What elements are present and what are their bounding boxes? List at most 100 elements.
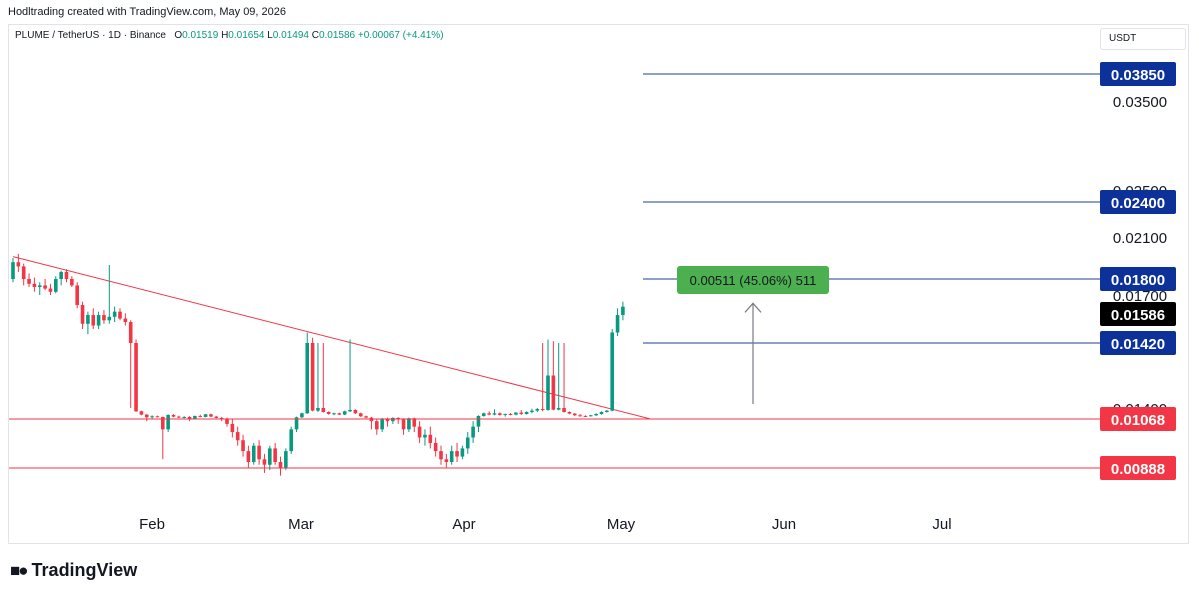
candle <box>75 285 79 305</box>
candle <box>546 375 550 410</box>
candle <box>337 413 342 415</box>
candle <box>209 414 213 417</box>
close-value: 0.01586 <box>318 30 356 41</box>
candle <box>203 414 208 417</box>
candle <box>59 272 63 279</box>
candle <box>396 417 400 419</box>
current-price-label: 0.01586 <box>1111 307 1165 324</box>
symbol-name[interactable]: PLUME / TetherUS · 1D · Binance <box>15 30 166 41</box>
y-tick-label: 0.03500 <box>1113 94 1167 111</box>
candle <box>540 408 545 410</box>
price-level-label: 0.01800 <box>1111 272 1165 289</box>
candle <box>551 375 556 410</box>
candle <box>246 451 251 463</box>
candle <box>482 413 486 416</box>
change-value: +0.00067 (+4.41%) <box>357 30 444 41</box>
brand-name: TradingView <box>31 560 138 580</box>
candle <box>583 415 588 417</box>
candle <box>519 412 524 414</box>
candle <box>610 332 614 411</box>
candle <box>187 416 192 419</box>
candle <box>268 448 272 465</box>
candle <box>171 414 176 417</box>
candle <box>621 306 625 316</box>
candle <box>70 279 74 286</box>
chart-frame <box>8 24 1189 544</box>
measure-arrow-head <box>744 302 762 313</box>
price-level-tag <box>1100 62 1176 86</box>
candle <box>465 437 470 449</box>
price-level-label: 0.01068 <box>1111 412 1165 429</box>
price-level-tag <box>1100 267 1176 291</box>
candle <box>107 316 112 321</box>
candle <box>235 432 240 441</box>
candle <box>572 413 577 416</box>
candle <box>321 408 326 412</box>
candle <box>278 462 283 468</box>
candle <box>326 411 331 414</box>
price-level-tag <box>1100 190 1176 214</box>
candle <box>80 305 85 324</box>
candle <box>358 413 363 417</box>
candle <box>401 418 406 430</box>
candle <box>166 414 170 430</box>
candle <box>535 408 540 411</box>
candle <box>412 418 417 427</box>
candle <box>43 285 47 289</box>
candle <box>284 451 288 468</box>
x-tick-label: Feb <box>139 516 165 533</box>
candle <box>498 413 502 415</box>
candle <box>310 343 315 411</box>
candle <box>150 416 154 418</box>
candle <box>273 448 277 463</box>
candle <box>391 417 395 422</box>
tradingview-logo-icon: ■● <box>10 560 28 580</box>
candle <box>599 411 604 414</box>
candle <box>353 409 358 414</box>
candle <box>380 418 384 430</box>
candle <box>64 272 69 279</box>
currency-button[interactable]: USDT <box>1100 28 1186 50</box>
candle <box>182 416 186 418</box>
price-level-tag <box>1100 331 1176 355</box>
price-level-tag <box>1100 407 1176 431</box>
candle <box>193 415 197 419</box>
candle <box>316 408 320 411</box>
x-tick-label: Jun <box>772 516 796 533</box>
candle <box>578 415 582 417</box>
candle <box>177 416 181 418</box>
candle <box>455 451 459 457</box>
high-value: 0.01654 <box>228 30 265 41</box>
candle <box>155 416 160 418</box>
candle <box>417 426 422 438</box>
candle <box>128 322 133 343</box>
candle <box>123 318 128 323</box>
x-tick-label: Jul <box>932 516 951 533</box>
candle <box>134 343 138 412</box>
trendline <box>12 256 650 420</box>
candle <box>407 418 411 430</box>
candle <box>96 315 101 326</box>
candle <box>300 413 304 418</box>
measure-label: 0.00511 (45.06%) 511 <box>690 273 817 288</box>
candle <box>27 279 31 284</box>
candle <box>428 434 433 443</box>
candle <box>530 410 534 412</box>
low-label: L <box>267 30 273 41</box>
current-price-tag <box>1100 302 1176 326</box>
candle <box>144 414 149 418</box>
candle <box>615 315 620 333</box>
candle <box>91 315 96 326</box>
candle <box>460 448 465 457</box>
candle <box>492 413 497 415</box>
candle <box>439 451 443 460</box>
candle <box>118 311 122 319</box>
candle <box>514 412 518 415</box>
candle <box>16 262 21 267</box>
tradingview-brand[interactable]: ■● TradingView <box>10 560 137 581</box>
y-tick-label: 0.02100 <box>1113 230 1167 247</box>
candle <box>102 315 106 321</box>
candle <box>471 426 475 438</box>
candle <box>594 413 598 416</box>
